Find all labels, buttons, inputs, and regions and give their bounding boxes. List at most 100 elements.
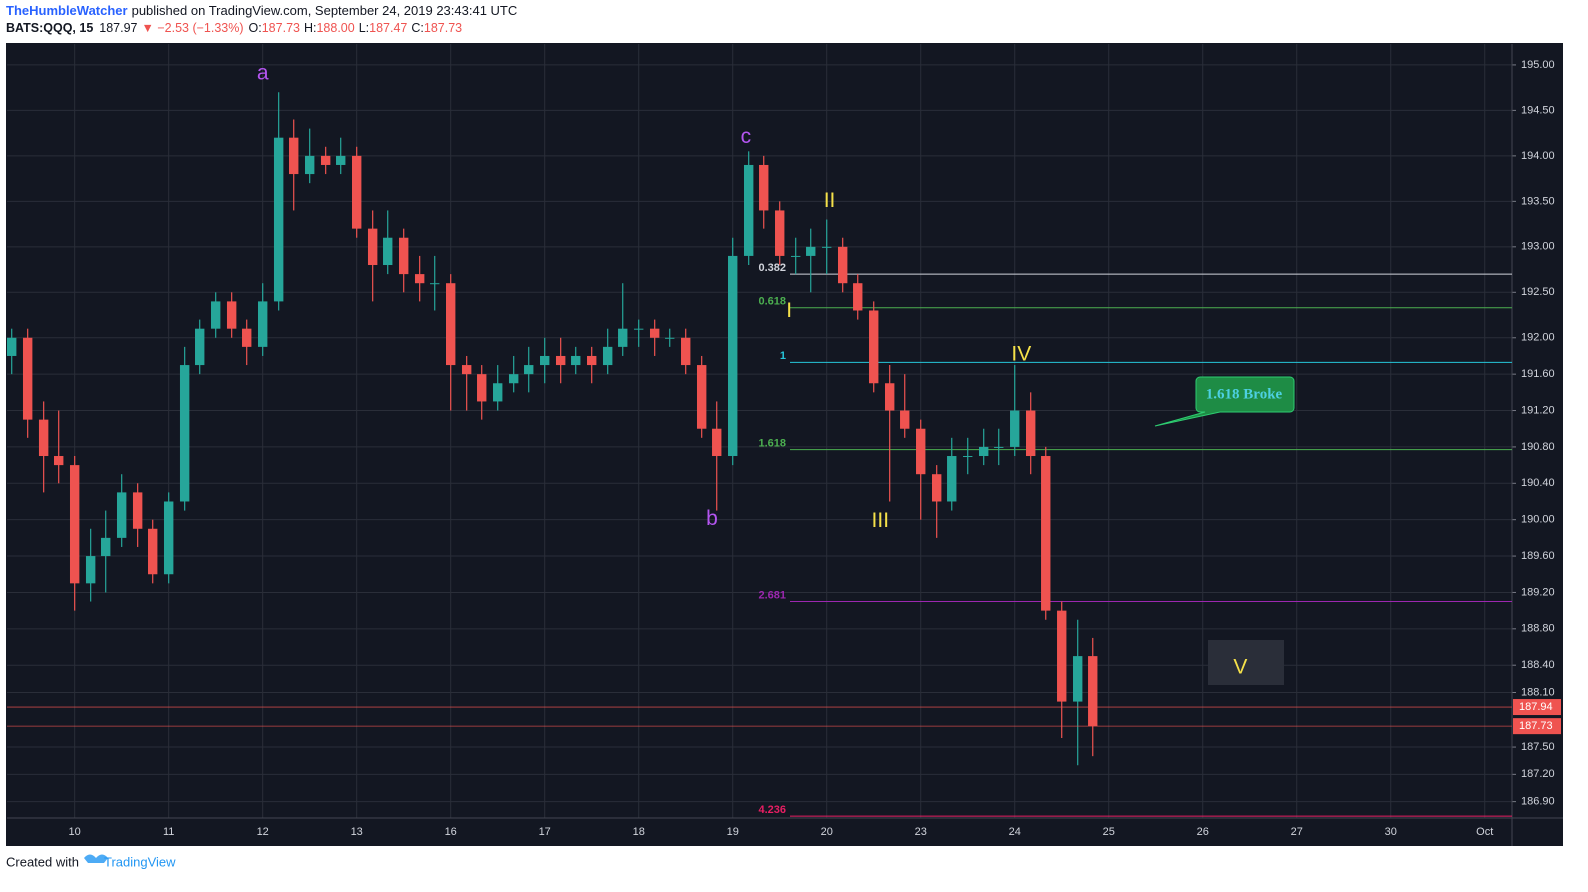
candle-body — [461, 365, 472, 375]
candle-body — [712, 428, 722, 457]
candle-body — [931, 474, 942, 502]
fib-label: 1 — [780, 350, 786, 362]
author[interactable]: TheHumbleWatcher — [6, 3, 128, 18]
y-tick-label: 193.00 — [1521, 241, 1555, 253]
candle-body — [587, 355, 597, 366]
candle-body — [351, 155, 362, 229]
fib-label: 1.618 — [758, 438, 786, 450]
o-label: O: — [249, 21, 262, 35]
candle-body — [524, 365, 534, 375]
footer-brand[interactable]: TradingView — [104, 854, 176, 869]
candle-body — [430, 283, 440, 285]
candle-body — [383, 237, 393, 266]
chart-panel — [6, 43, 1563, 846]
candle-body — [195, 328, 205, 366]
candle-body — [304, 155, 315, 175]
y-tick-label: 190.00 — [1521, 514, 1555, 526]
wave-label: I — [786, 299, 792, 322]
fib-label: 4.236 — [758, 804, 786, 816]
candle-body — [1073, 656, 1083, 702]
y-tick-label: 188.40 — [1521, 659, 1555, 671]
y-tick-label: 191.20 — [1521, 404, 1555, 416]
candle-body — [994, 446, 1004, 448]
c-value: 187.73 — [424, 21, 462, 35]
candle-body — [884, 383, 895, 411]
y-tick-label: 189.60 — [1521, 550, 1555, 562]
v-box — [1208, 640, 1284, 685]
callout-text: 1.618 Broke — [1206, 386, 1283, 402]
published: published on TradingView.com, September … — [132, 3, 518, 18]
candle-body — [54, 456, 64, 466]
symbol: BATS:QQQ, 15 — [6, 21, 93, 35]
last: 187.97 — [99, 21, 137, 35]
wave-label: IV — [1011, 343, 1031, 366]
wave-label: c — [741, 125, 752, 148]
price-tag: 187.94 — [1519, 701, 1553, 713]
candle-body — [822, 246, 832, 248]
candle-body — [696, 365, 707, 429]
y-tick-label: 186.90 — [1521, 796, 1555, 808]
candle-body — [148, 528, 158, 575]
candle-body — [571, 355, 581, 366]
candle-body — [759, 164, 769, 211]
candle-body — [22, 337, 33, 420]
y-tick-label: 193.50 — [1521, 195, 1555, 207]
wave-label: a — [257, 62, 269, 85]
wave-label: b — [706, 507, 718, 530]
x-tick-label: 24 — [1009, 826, 1021, 838]
y-tick-label: 187.20 — [1521, 768, 1555, 780]
x-tick-label: 10 — [69, 826, 81, 838]
y-tick-label: 188.80 — [1521, 623, 1555, 635]
candle-body — [132, 492, 143, 529]
h-label: H: — [304, 21, 317, 35]
candle-body — [179, 365, 190, 502]
candle-body — [508, 374, 519, 384]
candle-body — [728, 255, 738, 457]
x-tick-label: 26 — [1197, 826, 1209, 838]
x-tick-label: 18 — [633, 826, 645, 838]
callout-box — [1154, 376, 1295, 427]
candle-body — [257, 301, 268, 347]
x-tick-label: 25 — [1103, 826, 1115, 838]
h-value: 188.00 — [316, 21, 354, 35]
change: ▼ −2.53 (−1.33%) — [142, 21, 244, 35]
candle-body — [163, 501, 174, 575]
o-value: 187.73 — [262, 21, 300, 35]
candle-body — [634, 328, 644, 330]
candle-body — [101, 537, 111, 557]
candle-body — [492, 383, 503, 402]
x-tick-label: 11 — [163, 826, 174, 838]
candle-body — [85, 556, 96, 584]
x-tick-label: 13 — [351, 826, 363, 838]
y-tick-label: 195.00 — [1521, 59, 1555, 71]
candle-body — [116, 492, 127, 538]
candle-body — [38, 419, 49, 457]
footer-created: Created with — [6, 854, 79, 869]
wave-label: III — [872, 509, 890, 532]
c-label: C: — [411, 21, 424, 35]
candle-body — [1057, 610, 1067, 702]
candle-body — [978, 446, 989, 457]
x-tick-label: 27 — [1291, 826, 1303, 838]
candle-body — [398, 237, 409, 275]
candle-body — [69, 465, 80, 584]
candle-body — [242, 328, 252, 347]
candle-body — [649, 328, 660, 338]
candle-body — [853, 283, 863, 311]
fib-label: 0.618 — [758, 296, 786, 308]
y-tick-label: 187.50 — [1521, 741, 1555, 753]
x-tick-label: 30 — [1385, 826, 1397, 838]
x-tick-label: 16 — [445, 826, 457, 838]
y-tick-label: 192.50 — [1521, 286, 1555, 298]
candle-body — [837, 246, 848, 284]
header-line: TheHumbleWatcher published on TradingView… — [6, 3, 517, 18]
price-tag-box — [1513, 718, 1561, 735]
candle-body — [1041, 456, 1051, 611]
candle-body — [916, 428, 926, 475]
tv-logo — [84, 854, 108, 863]
candle-body — [226, 301, 237, 329]
x-tick-label: 23 — [915, 826, 927, 838]
wave-label: II — [824, 189, 836, 212]
y-tick-label: 190.40 — [1521, 477, 1555, 489]
